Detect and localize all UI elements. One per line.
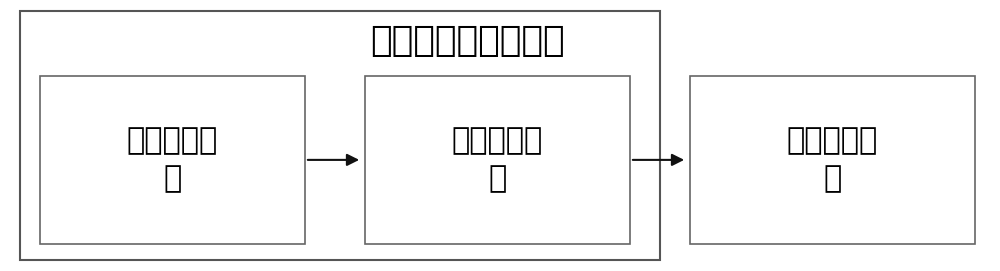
Text: 点电极电容
器: 点电极电容 器 bbox=[127, 126, 218, 193]
Bar bbox=[40, 76, 305, 244]
Bar bbox=[690, 76, 975, 244]
Text: 点电极电容器传感器: 点电极电容器传感器 bbox=[370, 24, 565, 58]
Bar bbox=[365, 76, 630, 244]
Bar bbox=[20, 11, 660, 260]
Text: 电容测量单
元: 电容测量单 元 bbox=[452, 126, 543, 193]
Text: 状态识别系
统: 状态识别系 统 bbox=[787, 126, 878, 193]
